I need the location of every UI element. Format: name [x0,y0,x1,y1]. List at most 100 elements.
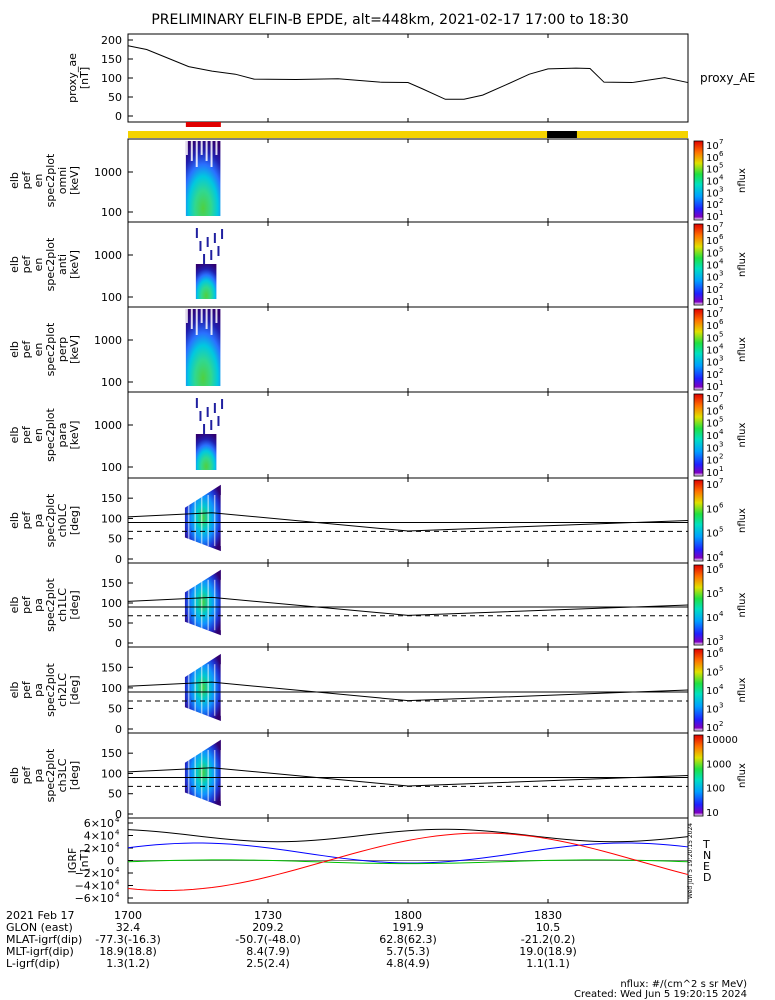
xaxis-tick-value: 191.9 [392,921,424,934]
igrf-legend-E: E [703,860,710,873]
igrf-ytick-label: −4×10 [75,880,114,893]
ch0-colorbar-title: nflux [737,508,748,533]
perp-colorbar-exp: 6 [719,318,724,326]
ch2-panel-ylabel-line: elb [8,682,21,699]
anti-colorbar-tick: 10 [706,297,719,308]
ch3-gap [187,750,190,801]
ch0-colorbar-tick: 10 [706,529,719,540]
perp-gap [190,309,193,329]
ch0-panel-ylabel-line: [deg] [68,506,81,535]
igrf-line-T [127,828,689,843]
xaxis-row-label: GLON (east) [6,921,73,934]
anti-panel-ylabel-line: elb [8,256,21,273]
para-colorbar-tick: 10 [706,406,719,417]
anti-speck [221,229,224,239]
perp-panel-ylabel: elb pef en spec2plot perp [keV] [8,322,81,376]
ch0-gap [200,495,203,546]
xaxis-tick-value: 4.8(4.9) [386,957,430,970]
omni-gap [190,141,193,161]
ch3-colorbar-tick: 100 [706,784,725,795]
para-panel-ylabel: elb pef en spec2plot para [keV] [8,408,81,462]
ch0-gap [220,495,222,546]
ch1-colorbar-exp: 6 [719,562,724,570]
xaxis-tick-value: 10.5 [536,921,561,934]
ch0-panel-ylabel-line: spec2plot [44,493,57,547]
ch2-colorbar-exp: 2 [719,720,723,728]
ae-line [127,45,689,100]
ch2-panel-ylabel-line: pef [20,680,33,699]
anti-panel-ylabel-line: [keV] [68,250,81,279]
ch2-panel-ylabel-line: spec2plot [44,663,57,717]
ch1-panel-ylabel-line: [deg] [68,590,81,619]
ch3-colorbar [693,734,704,817]
ch0-ytick-label: 100 [101,512,122,525]
ch1-colorbar-tick: 10 [706,589,719,600]
omni-colorbar-exp: 1 [719,209,723,217]
ch2-gap [200,664,203,716]
ch3-colorbar-tick: 1000 [706,759,731,770]
ch0-panel-ylabel: elb pef pa spec2plot ch0LC [deg] [8,493,81,547]
xaxis-tick-value: 1730 [254,909,282,922]
para-spectrum [195,434,217,470]
anti-colorbar-exp: 1 [719,294,723,302]
igrf-ytick-label: 4×10 [84,830,114,843]
xaxis-tick-value: 209.2 [252,921,284,934]
ch2-colorbar-tick: 10 [706,649,719,660]
perp-colorbar-exp: 5 [719,330,723,338]
perp-ytick-label: 1000 [94,334,122,347]
igrf-side-text: Wed Jun 5 19:20:15 2024 [687,823,694,899]
ch0-panel-ylabel-line: pa [32,514,45,528]
omni-colorbar-tick: 10 [706,165,719,176]
para-speck [203,424,206,434]
omni-colorbar-exp: 4 [719,174,724,182]
ae-ytick-label: 100 [101,72,122,85]
ae-ytick-label: 150 [101,53,122,66]
para-ytick-label: 100 [101,461,122,474]
anti-panel-ylabel-line: anti [56,254,69,275]
ch2-ytick-label: 150 [101,661,122,674]
igrf-ytick-exp: 4 [115,891,120,899]
xaxis-tick-value: 5.7(5.3) [386,945,430,958]
ch1-gap [187,579,190,631]
perp-panel-ylabel-line: spec2plot [44,322,57,376]
perp-colorbar-tick: 10 [706,333,719,344]
ch1-colorbar [693,564,704,646]
ae-ytick-label: 0 [115,110,122,123]
ch1-colorbar-exp: 3 [719,634,723,642]
perp-panel-ylabel-line: perp [56,337,69,362]
ch3-ytick-label: 150 [101,747,122,760]
para-colorbar-tick: 10 [706,468,719,479]
ch2-spectrum [184,653,221,721]
ch3-gap [220,750,222,801]
perp-gap [200,309,203,323]
anti-colorbar-tick: 10 [706,261,719,272]
omni-gap [200,141,203,155]
ch3-spectrum [184,739,221,807]
anti-speck [206,237,209,247]
para-panel-ylabel-line: para [56,423,69,448]
perp-gap [205,309,208,329]
ae-panel-frame [127,33,689,123]
perp-gap [210,309,213,335]
para-colorbar-exp: 4 [719,428,724,436]
para-colorbar-exp: 3 [719,440,723,448]
ch0-colorbar-exp: 7 [719,477,723,485]
omni-panel-ylabel-line: pef [20,171,33,190]
omni-colorbar-exp: 5 [719,162,723,170]
ch1-spectrum [184,569,221,636]
perp-panel-ylabel-line: [keV] [68,335,81,364]
anti-colorbar-exp: 7 [719,221,723,229]
para-colorbar-exp: 6 [719,403,724,411]
para-colorbar-exp: 5 [719,416,723,424]
figure-title: PRELIMINARY ELFIN-B EPDE, alt=448km, 202… [151,12,628,28]
anti-colorbar-exp: 3 [719,270,723,278]
para-colorbar-exp: 1 [719,465,723,473]
anti-speck [199,241,202,251]
perp-colorbar-exp: 4 [719,343,724,351]
para-colorbar-tick: 10 [706,431,719,442]
omni-colorbar-tick: 10 [706,200,719,211]
igrf-panel-ylabel-line: IGRF [66,848,79,874]
status-bar-segment [185,122,221,127]
para-panel-ylabel-line: pef [20,425,33,444]
igrf-ytick-label: 0 [107,855,114,868]
